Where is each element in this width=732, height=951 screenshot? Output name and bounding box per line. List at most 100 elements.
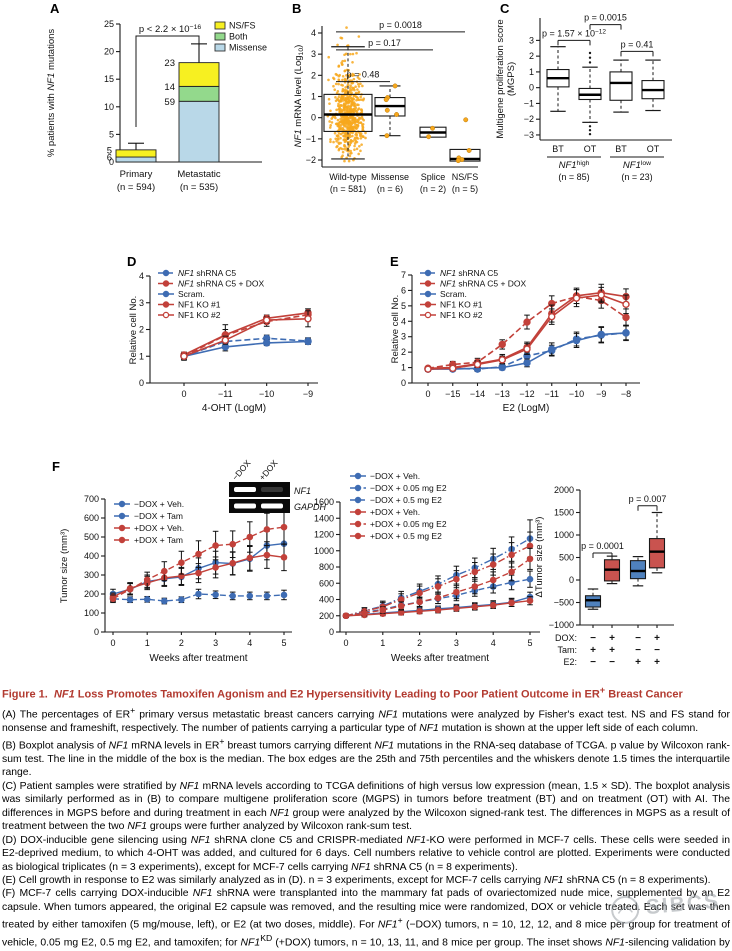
caption-paragraph-b: (B) Boxplot analysis of NF1 mRNA levels … (2, 736, 731, 779)
svg-text:p = 0.0001: p = 0.0001 (581, 541, 624, 551)
svg-text:−10: −10 (259, 389, 274, 399)
svg-text:−1: −1 (306, 134, 316, 144)
svg-text:+: + (654, 657, 660, 668)
svg-text:2: 2 (139, 325, 144, 335)
svg-text:p < 2.2 × 10−16: p < 2.2 × 10−16 (139, 24, 201, 35)
svg-text:23: 23 (164, 58, 175, 69)
svg-text:E2:: E2: (563, 657, 577, 667)
svg-text:600: 600 (84, 513, 99, 523)
svg-text:5: 5 (107, 145, 112, 156)
svg-text:400: 400 (84, 551, 99, 561)
svg-text:GAPDH: GAPDH (294, 502, 327, 512)
svg-text:p = 0.17: p = 0.17 (368, 38, 401, 48)
svg-text:0: 0 (529, 83, 534, 93)
svg-text:0: 0 (343, 638, 348, 648)
svg-text:500: 500 (559, 553, 574, 563)
svg-text:1: 1 (380, 638, 385, 648)
svg-text:4: 4 (247, 638, 252, 648)
svg-text:NS/FS: NS/FS (229, 21, 256, 31)
svg-text:BT: BT (615, 144, 627, 154)
svg-text:+DOX + 0.05 mg E2: +DOX + 0.05 mg E2 (370, 519, 447, 529)
svg-text:−1: −1 (524, 98, 534, 108)
svg-text:p = 0.0015: p = 0.0015 (584, 13, 627, 23)
svg-text:−1000: −1000 (549, 620, 574, 630)
svg-text:OT: OT (647, 144, 660, 154)
svg-text:NF1 KO #1: NF1 KO #1 (178, 300, 221, 310)
svg-text:+DOX: +DOX (257, 458, 280, 483)
panel-F3-chart: −1000 −500 0 500 1000 1500 2000 ΔTumor size (mm… (534, 485, 674, 668)
panel-F2-chart: 0 200 400 600 800 1000 1200 1400 1600 0 1 2 3 4 5 Weeks… (314, 471, 540, 664)
series-nf1-ko-2 (180, 310, 312, 360)
svg-text:15: 15 (104, 74, 114, 84)
svg-text:7: 7 (401, 270, 406, 280)
svg-text:0: 0 (181, 389, 186, 399)
svg-text:−: − (635, 645, 641, 656)
svg-text:3: 3 (454, 638, 459, 648)
svg-text:−8: −8 (621, 389, 631, 399)
svg-text:−9: −9 (596, 389, 606, 399)
svg-text:14: 14 (164, 82, 175, 93)
svg-text:(n = 535): (n = 535) (180, 182, 218, 193)
svg-text:+: + (609, 633, 615, 644)
svg-text:DOX:: DOX: (555, 633, 577, 643)
svg-text:Both: Both (229, 32, 248, 42)
caption-body: (A) The percentages of ER+ primary versu… (2, 704, 730, 951)
svg-text:2: 2 (401, 347, 406, 357)
svg-text:(n = 2): (n = 2) (420, 184, 446, 194)
panel-label-e: E (390, 254, 399, 269)
gel-inset: −DOX +DOX NF1 GAPDH (229, 458, 327, 513)
svg-text:2: 2 (311, 70, 316, 80)
svg-text:NF1high: NF1high (559, 160, 590, 171)
svg-text:% patients with NF1 mutations: % patients with NF1 mutations (46, 29, 57, 158)
svg-text:OT: OT (584, 144, 597, 154)
svg-text:4: 4 (311, 28, 316, 38)
svg-text:+: + (635, 657, 641, 668)
svg-text:(n = 581): (n = 581) (330, 184, 366, 194)
svg-text:−DOX + Tam: −DOX + Tam (134, 511, 183, 521)
svg-text:2: 2 (529, 51, 534, 61)
svg-text:Weeks after treatment: Weeks after treatment (391, 653, 489, 664)
panel-D-chart: 0 1 2 3 4 Relative cell No. 0 −11 −10 −9 4-OHT (Lo… (128, 268, 318, 414)
svg-text:1600: 1600 (314, 497, 334, 507)
svg-text:Weeks after treatment: Weeks after treatment (149, 653, 247, 664)
svg-text:600: 600 (319, 578, 334, 588)
svg-text:3: 3 (311, 49, 316, 59)
series-scram- (180, 337, 312, 361)
svg-text:300: 300 (84, 570, 99, 580)
svg-text:1000: 1000 (554, 530, 574, 540)
svg-text:E2 (LogM): E2 (LogM) (503, 403, 550, 414)
svg-text:(n = 6): (n = 6) (377, 184, 403, 194)
svg-text:500: 500 (84, 532, 99, 542)
svg-text:BT: BT (552, 144, 564, 154)
svg-text:4: 4 (491, 638, 496, 648)
svg-text:1: 1 (145, 638, 150, 648)
caption-title: Figure 1. NF1 Loss Promotes Tamoxifen Ag… (2, 685, 683, 701)
svg-text:−14: −14 (470, 389, 485, 399)
svg-text:1400: 1400 (314, 513, 334, 523)
svg-text:1000: 1000 (314, 546, 334, 556)
svg-text:3: 3 (401, 332, 406, 342)
svg-text:−: − (635, 633, 641, 644)
svg-text:Splice: Splice (421, 172, 446, 182)
svg-text:−2: −2 (524, 114, 534, 124)
svg-text:(n = 23): (n = 23) (621, 172, 652, 182)
series--dox-veh- (342, 596, 534, 620)
panel-E-chart: 0 1 2 3 4 5 6 7 Relative cell No. 0 −15 −14 −13 −12 −1… (390, 268, 640, 414)
svg-text:(n = 85): (n = 85) (558, 172, 589, 182)
svg-text:−11: −11 (544, 389, 559, 399)
svg-text:Relative cell No.: Relative cell No. (390, 295, 401, 364)
svg-text:3: 3 (139, 298, 144, 308)
svg-text:−: − (654, 645, 660, 656)
svg-text:−: − (590, 657, 596, 668)
svg-text:0: 0 (139, 378, 144, 388)
series--dox-tam (109, 509, 288, 604)
svg-text:4-OHT (LogM): 4-OHT (LogM) (202, 403, 266, 414)
svg-text:−2: −2 (306, 155, 316, 165)
svg-text:4: 4 (139, 271, 144, 281)
svg-text:NF1 shRNA C5: NF1 shRNA C5 (178, 268, 236, 278)
svg-text:−13: −13 (495, 389, 510, 399)
caption-paragraph-e: (E) Cell growth in response to E2 was si… (2, 875, 711, 887)
caption-paragraph-a: (A) The percentages of ER+ primary versu… (2, 704, 731, 734)
